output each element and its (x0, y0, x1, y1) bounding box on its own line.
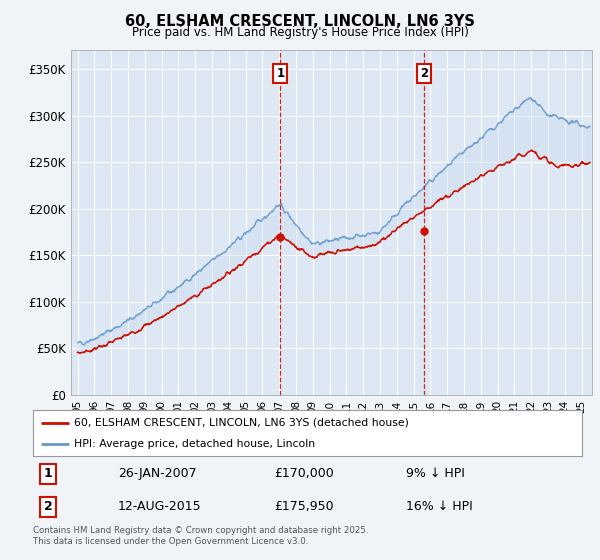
Text: HPI: Average price, detached house, Lincoln: HPI: Average price, detached house, Linc… (74, 439, 316, 449)
Text: 60, ELSHAM CRESCENT, LINCOLN, LN6 3YS: 60, ELSHAM CRESCENT, LINCOLN, LN6 3YS (125, 14, 475, 29)
Text: Contains HM Land Registry data © Crown copyright and database right 2025.
This d: Contains HM Land Registry data © Crown c… (33, 526, 368, 546)
Text: £170,000: £170,000 (275, 468, 334, 480)
Text: 1: 1 (276, 67, 284, 80)
Text: 12-AUG-2015: 12-AUG-2015 (118, 500, 202, 513)
Text: 26-JAN-2007: 26-JAN-2007 (118, 468, 197, 480)
Text: 60, ELSHAM CRESCENT, LINCOLN, LN6 3YS (detached house): 60, ELSHAM CRESCENT, LINCOLN, LN6 3YS (d… (74, 418, 409, 428)
Text: Price paid vs. HM Land Registry's House Price Index (HPI): Price paid vs. HM Land Registry's House … (131, 26, 469, 39)
Text: 2: 2 (420, 67, 428, 80)
Text: 9% ↓ HPI: 9% ↓ HPI (406, 468, 465, 480)
Text: 16% ↓ HPI: 16% ↓ HPI (406, 500, 473, 513)
Text: £175,950: £175,950 (275, 500, 334, 513)
Text: 2: 2 (44, 500, 53, 513)
Text: 1: 1 (44, 468, 53, 480)
